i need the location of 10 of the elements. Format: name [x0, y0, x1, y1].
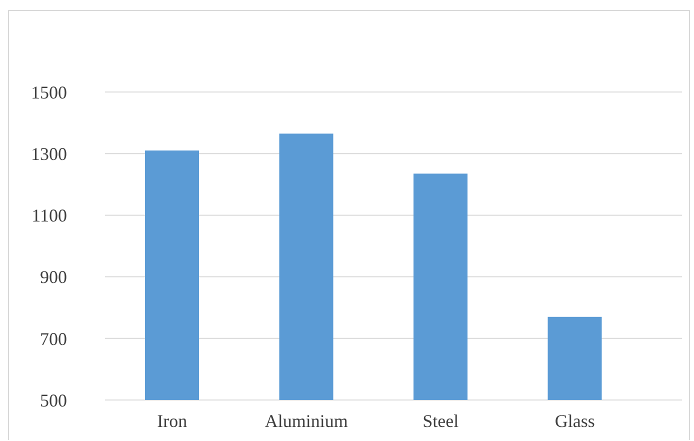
y-tick-label: 700 [40, 328, 67, 349]
x-tick-label: Iron [157, 410, 188, 431]
y-tick-label: 1500 [31, 82, 67, 102]
x-tick-label: Aluminium [264, 410, 348, 431]
y-tick-label: 1100 [32, 206, 67, 226]
x-tick-label: Glass [554, 410, 595, 431]
y-tick-label: 500 [40, 390, 67, 410]
y-tick-label: 900 [40, 267, 67, 288]
x-tick-label: Steel [422, 410, 459, 431]
y-tick-label: 1300 [31, 144, 67, 164]
